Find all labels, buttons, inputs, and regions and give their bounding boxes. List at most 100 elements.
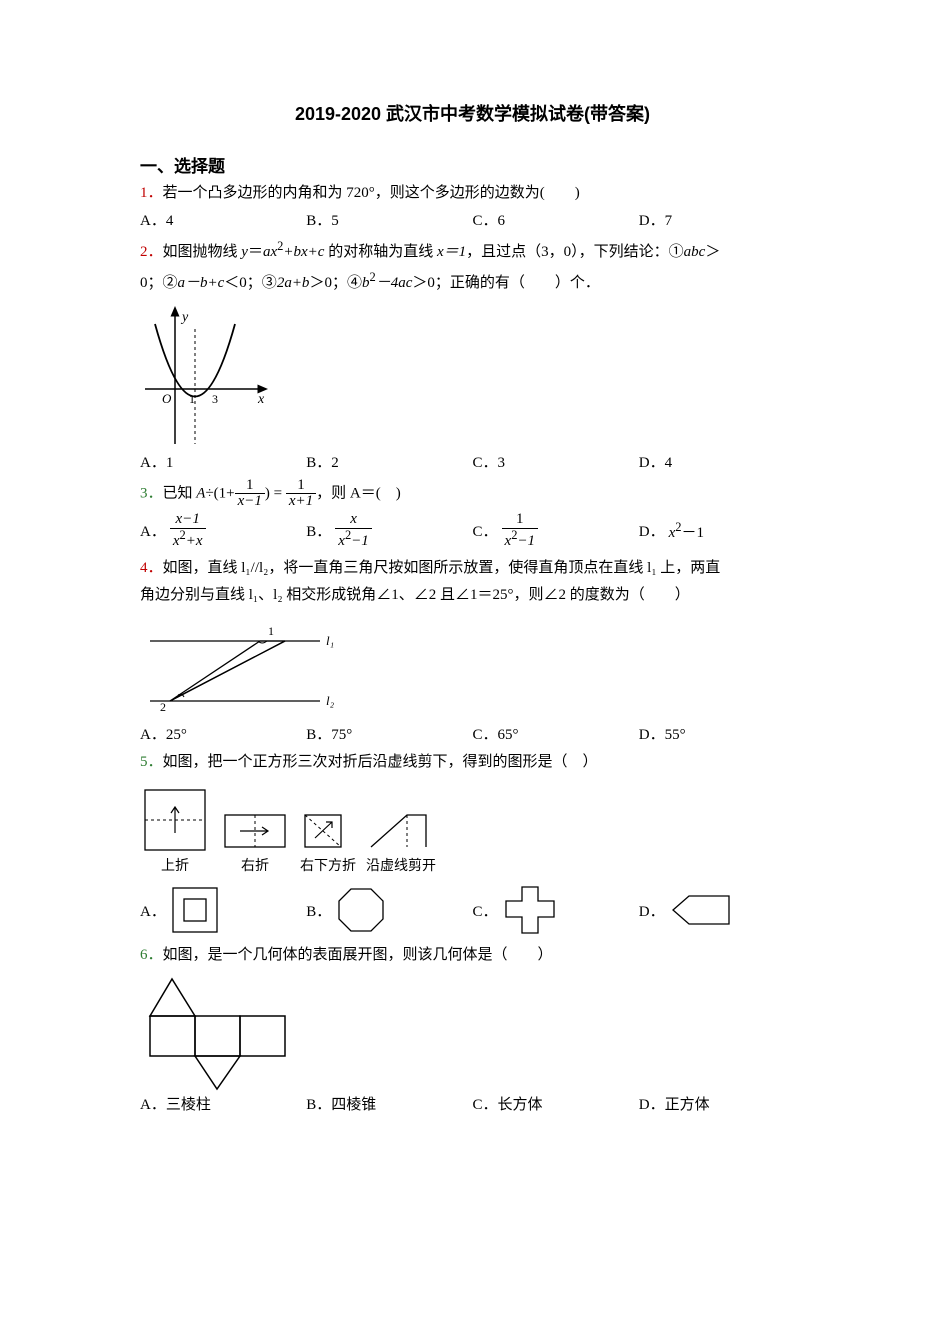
q2-l2b: ＜0；③	[224, 275, 277, 291]
q1-opt-b: B．5	[306, 209, 472, 230]
q5-opt-d: D．	[639, 892, 805, 928]
q3-optA-den: x2+x	[170, 529, 206, 550]
fold-step-1: 上折	[140, 785, 210, 875]
fold-step-4: 沿虚线剪开	[366, 810, 436, 875]
q3-frac2: 1x+1	[286, 478, 316, 511]
q6-opt-c: C．长方体	[473, 1093, 639, 1114]
q3-opt-c: C． 1 x2−1	[473, 512, 639, 550]
q5-options: A． B． C． D．	[140, 883, 805, 937]
q6-opt-b: B．四棱锥	[306, 1093, 472, 1114]
q3-optB-frac: x x2−1	[335, 512, 372, 550]
q2-bxc: +bx+c	[283, 244, 324, 260]
q3-optC-label: C．	[473, 520, 498, 541]
q4-opt-b: B．75°	[306, 723, 472, 744]
q5-optC-label: C．	[473, 900, 498, 921]
q2-x1: x＝1	[437, 244, 466, 260]
q2-opt-d: D．4	[639, 451, 805, 472]
tick-3: 3	[212, 392, 218, 406]
q2-t2: 的对称轴为直线	[324, 244, 437, 260]
question-1: 1．若一个凸多边形的内角和为 720°，则这个多边形的边数为( )	[140, 181, 805, 207]
q5-optA-label: A．	[140, 900, 166, 921]
q2-gt1: ＞	[705, 244, 720, 260]
q2-number: 2．	[140, 244, 163, 260]
q3-options: A． x−1 x2+x B． x x2−1 C． 1 x2−1 D． x2－1	[140, 512, 805, 550]
q2-options: A．1 B．2 C．3 D．4	[140, 451, 805, 472]
q5-optD-shape	[669, 892, 733, 928]
q2-l2d: ＞0；正确的有（ ）个．	[412, 275, 600, 291]
q3-optD-rest: －1	[682, 525, 705, 541]
question-3: 3．已知 A÷(1+1x−1) = 1x+1，则 A＝( )	[140, 478, 805, 511]
q1-opt-c: C．6	[473, 209, 639, 230]
q1-opt-d: D．7	[639, 209, 805, 230]
origin-label: O	[162, 391, 172, 406]
q3-optC-den: x2−1	[502, 529, 539, 550]
q3-optC-frac: 1 x2−1	[502, 512, 539, 550]
fold-label-1: 上折	[140, 855, 210, 875]
fold-label-3: 右下方折	[300, 855, 356, 875]
q3-number: 3．	[140, 485, 163, 501]
question-4-line2: 角边分别与直线 l₁、l₂ 相交形成锐角∠1、∠2 且∠1＝25°，则∠2 的度…	[140, 583, 805, 609]
q5-opt-b: B．	[306, 885, 472, 935]
q2-l2a: 0；②	[140, 275, 178, 291]
q3-optB-num: x	[335, 512, 372, 529]
fold-step-3: 右下方折	[300, 810, 356, 875]
fold-step-2: 右折	[220, 810, 290, 875]
q1-options: A．4 B．5 C．6 D．7	[140, 209, 805, 230]
q3-f2d: x+1	[286, 494, 316, 510]
q2-l2c: ＞0；④	[309, 275, 362, 291]
q3-post: ，则 A＝( )	[316, 485, 401, 501]
exam-page: 2019-2020 武汉市中考数学模拟试卷(带答案) 一、选择题 1．若一个凸多…	[0, 0, 945, 1337]
angle-1: 1	[268, 624, 274, 638]
q2-2ab: 2a+b	[277, 275, 310, 291]
angle-2: 2	[160, 700, 166, 714]
line-l2: l₂	[326, 693, 335, 708]
q3-optB-den-x: x	[338, 533, 345, 549]
q2-ambc: a－b+c	[178, 275, 225, 291]
line-l1: l₁	[326, 633, 334, 648]
q3-optA-num: x−1	[170, 512, 206, 529]
q5-opt-c: C．	[473, 883, 639, 937]
q3-optA-den-x: x	[173, 533, 180, 549]
q4-number: 4．	[140, 560, 163, 576]
q3-f2n: 1	[286, 478, 316, 495]
q3-mid: ) =	[265, 485, 286, 501]
q5-text: 如图，把一个正方形三次对折后沿虚线剪下，得到的图形是（ ）	[163, 754, 598, 770]
q3-opt-d: D． x2－1	[639, 512, 805, 550]
q5-opt-a: A．	[140, 885, 306, 935]
q6-text: 如图，是一个几何体的表面展开图，则该几何体是（ ）	[163, 947, 553, 963]
fold-label-4: 沿虚线剪开	[366, 855, 436, 875]
q6-opt-a: A．三棱柱	[140, 1093, 306, 1114]
q3-pre: 已知	[163, 485, 197, 501]
q5-optB-label: B．	[306, 900, 331, 921]
q3-f1n: 1	[235, 478, 265, 495]
q3-optB-den-rest: −1	[351, 533, 369, 549]
q3-optC-num: 1	[502, 512, 539, 529]
question-6: 6．如图，是一个几何体的表面展开图，则该几何体是（ ）	[140, 943, 805, 969]
q4-opt-c: C．65°	[473, 723, 639, 744]
axis-x-label: x	[257, 392, 265, 407]
q3-optB-den: x2−1	[335, 529, 372, 550]
question-2: 2．如图抛物线 y＝ax2+bx+c 的对称轴为直线 x＝1，且过点（3，0），…	[140, 236, 805, 266]
q3-optA-label: A．	[140, 520, 166, 541]
q2-ax: ax	[263, 244, 277, 260]
q6-number: 6．	[140, 947, 163, 963]
axis-y-label: y	[180, 310, 189, 325]
q1-text: 若一个凸多边形的内角和为 720°，则这个多边形的边数为( )	[163, 185, 580, 201]
q4-opt-a: A．25°	[140, 723, 306, 744]
section-header: 一、选择题	[140, 152, 805, 177]
q5-number: 5．	[140, 754, 163, 770]
q4-l1: 如图，直线 l₁//l₂，将一直角三角尺按如图所示放置，使得直角顶点在直线 l₁…	[163, 560, 721, 576]
q3-optD-main: x2－1	[669, 520, 704, 542]
q6-opt-d: D．正方体	[639, 1093, 805, 1114]
q5-optA-shape	[170, 885, 220, 935]
q6-options: A．三棱柱 B．四棱锥 C．长方体 D．正方体	[140, 1093, 805, 1114]
q4-diagram: 1 2 l₁ l₂	[140, 611, 360, 721]
q6-net-diagram	[140, 971, 310, 1091]
question-5: 5．如图，把一个正方形三次对折后沿虚线剪下，得到的图形是（ ）	[140, 750, 805, 776]
fold-label-2: 右折	[220, 855, 290, 875]
tick-1: 1	[189, 392, 195, 406]
q3-div: ÷(1+	[205, 485, 234, 501]
q5-optD-label: D．	[639, 900, 665, 921]
q3-f1d: x−1	[235, 494, 265, 510]
q2-opt-c: C．3	[473, 451, 639, 472]
